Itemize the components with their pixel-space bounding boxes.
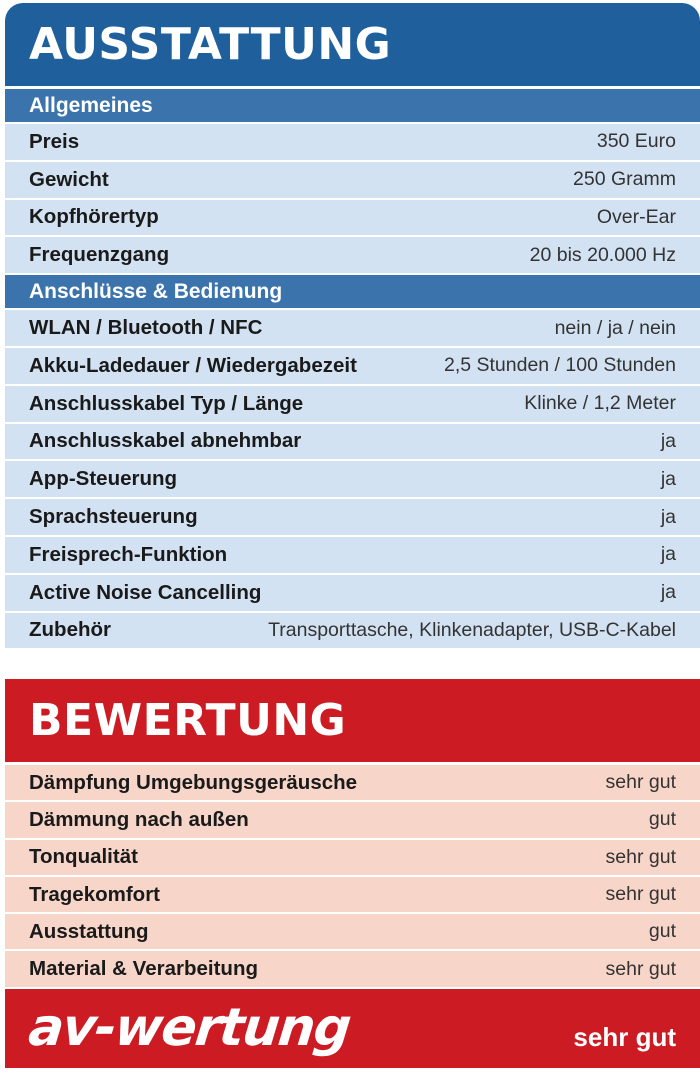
bewertung-card: BEWERTUNG Dämpfung Umgebungsgeräusche se… bbox=[5, 679, 700, 1068]
spec-value: 2,5 Stunden / 100 Stunden bbox=[443, 354, 676, 377]
spec-value: ja bbox=[660, 429, 676, 452]
rating-row: Ausstattung gut bbox=[5, 914, 700, 952]
spec-value: Transporttasche, Klinkenadapter, USB-C-K… bbox=[268, 618, 676, 641]
spec-row: WLAN / Bluetooth / NFC nein / ja / nein bbox=[5, 310, 700, 348]
spec-value: Over-Ear bbox=[596, 205, 676, 228]
rating-label: Tragekomfort bbox=[29, 882, 160, 906]
spec-value: nein / ja / nein bbox=[554, 316, 676, 339]
spec-label: App-Steuerung bbox=[29, 467, 178, 491]
ausstattung-card: AUSSTATTUNG Allgemeines Preis 350 Euro G… bbox=[5, 3, 700, 651]
spec-row: Anschlusskabel Typ / Länge Klinke / 1,2 … bbox=[5, 385, 700, 424]
rating-value: sehr gut bbox=[605, 845, 676, 868]
spec-label: Anschlusskabel Typ / Länge bbox=[29, 391, 304, 415]
ausstattung-title: AUSSTATTUNG bbox=[29, 19, 392, 70]
spec-row: Preis 350 Euro bbox=[5, 124, 700, 162]
rating-value: sehr gut bbox=[605, 957, 676, 980]
spec-row: Akku-Ladedauer / Wiedergabezeit 2,5 Stun… bbox=[5, 347, 700, 386]
rating-row: Dämpfung Umgebungsgeräusche sehr gut bbox=[5, 765, 700, 803]
spec-label: Anschlusskabel abnehmbar bbox=[29, 429, 302, 453]
rating-label: Tonqualität bbox=[29, 845, 138, 869]
bewertung-title: BEWERTUNG bbox=[29, 695, 347, 746]
rating-label: Dämmung nach außen bbox=[29, 807, 249, 831]
rating-value: gut bbox=[648, 808, 676, 831]
ausstattung-header: AUSSTATTUNG bbox=[5, 3, 700, 89]
rating-row: Tonqualität sehr gut bbox=[5, 839, 700, 877]
spec-value: 350 Euro bbox=[596, 130, 676, 153]
bewertung-header: BEWERTUNG bbox=[5, 679, 700, 765]
spec-label: Akku-Ladedauer / Wiedergabezeit bbox=[29, 353, 357, 377]
spec-value: ja bbox=[660, 505, 676, 528]
spec-row: Zubehör Transporttasche, Klinkenadapter,… bbox=[5, 612, 700, 651]
spec-label: Sprachsteuerung bbox=[29, 505, 198, 529]
spec-value: ja bbox=[660, 543, 676, 566]
rating-label: Dämpfung Umgebungsgeräusche bbox=[29, 770, 358, 794]
rating-row: Material & Verarbeitung sehr gut bbox=[5, 951, 700, 989]
spec-row: Sprachsteuerung ja bbox=[5, 499, 700, 537]
av-wertung-logo: av-wertung bbox=[25, 998, 353, 1059]
spec-value: Klinke / 1,2 Meter bbox=[524, 392, 676, 415]
spec-value: ja bbox=[660, 467, 676, 490]
rating-row: Tragekomfort sehr gut bbox=[5, 876, 700, 915]
spec-label: WLAN / Bluetooth / NFC bbox=[29, 316, 263, 340]
rating-value: sehr gut bbox=[605, 883, 676, 906]
section-heading-anschluesse: Anschlüsse & Bedienung bbox=[5, 275, 700, 311]
spec-row: Freisprech-Funktion ja bbox=[5, 536, 700, 575]
spec-label: Active Noise Cancelling bbox=[29, 580, 262, 604]
spec-row: Kopfhörertyp Over-Ear bbox=[5, 199, 700, 238]
spec-label: Freisprech-Funktion bbox=[29, 542, 228, 566]
spec-value: 250 Gramm bbox=[573, 168, 676, 191]
spec-value: 20 bis 20.000 Hz bbox=[529, 243, 676, 266]
section-heading-allgemeines: Allgemeines bbox=[5, 89, 700, 124]
spec-row: Frequenzgang 20 bis 20.000 Hz bbox=[5, 237, 700, 276]
rating-label: Ausstattung bbox=[29, 919, 149, 943]
spec-value: ja bbox=[660, 581, 676, 604]
rating-label: Material & Verarbeitung bbox=[29, 957, 258, 981]
rating-value: gut bbox=[648, 920, 676, 943]
spec-row: Active Noise Cancelling ja bbox=[5, 574, 700, 613]
spec-label: Frequenzgang bbox=[29, 243, 170, 267]
spec-label: Preis bbox=[29, 129, 80, 153]
spec-label: Zubehör bbox=[29, 618, 111, 642]
overall-verdict: sehr gut bbox=[573, 1021, 676, 1052]
spec-row: App-Steuerung ja bbox=[5, 461, 700, 500]
spec-row: Gewicht 250 Gramm bbox=[5, 161, 700, 200]
spec-label: Gewicht bbox=[29, 167, 109, 191]
spec-row: Anschlusskabel abnehmbar ja bbox=[5, 423, 700, 462]
spec-label: Kopfhörertyp bbox=[29, 205, 159, 229]
rating-row: Dämmung nach außen gut bbox=[5, 802, 700, 840]
verdict-footer: av-wertung sehr gut bbox=[5, 988, 700, 1068]
rating-value: sehr gut bbox=[605, 771, 676, 794]
